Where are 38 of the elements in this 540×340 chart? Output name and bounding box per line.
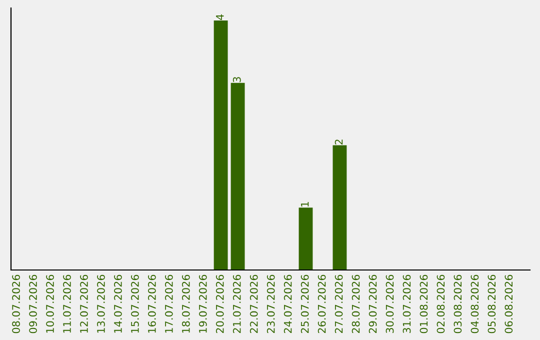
x-tick-label: 01.08.2026 — [420, 274, 428, 334]
x-tick-label: 13.07.2026 — [97, 274, 105, 333]
x-tick-label: 19.07.2026 — [198, 274, 207, 333]
x-tick-label: 31.07.2026 — [402, 274, 411, 334]
data-label: 2 — [334, 140, 343, 144]
bar — [214, 20, 228, 270]
x-tick-label: 12.07.2026 — [80, 274, 88, 333]
x-tick-label: 23.07.2026 — [266, 274, 275, 334]
x-tick-label: 22.07.2026 — [250, 274, 258, 334]
x-tick-label: 17.07.2026 — [164, 274, 173, 333]
data-label: 3 — [232, 77, 241, 82]
x-tick-label: 08.07.2026 — [12, 274, 20, 334]
x-tick-label: 02.08.2026 — [436, 274, 445, 334]
x-tick-label: 21.07.2026 — [232, 274, 241, 334]
x-tick-label: 25.07.2026 — [300, 274, 309, 334]
x-tick-label: 24.07.2026 — [284, 274, 292, 334]
bar — [332, 145, 347, 270]
x-tick-label: 16.07.2026 — [148, 274, 156, 333]
data-label: 1 — [301, 202, 309, 206]
x-tick-label: 10.07.2026 — [46, 274, 54, 333]
x-tick-label: 09.07.2026 — [29, 274, 37, 334]
x-tick-label: 04.08.2026 — [470, 274, 479, 334]
x-tick-label: 15.07.2026 — [131, 274, 139, 333]
x-tick-label: 26.07.2026 — [318, 274, 326, 334]
data-label: 4 — [216, 14, 224, 20]
bar — [230, 82, 245, 270]
x-tick-label: 20.07.2026 — [216, 274, 224, 334]
x-tick-label: 30.07.2026 — [386, 274, 394, 334]
x-tick-label: 11.07.2026 — [63, 274, 71, 333]
x-tick-label: 14.07.2026 — [114, 274, 122, 333]
x-tick-label: 28.07.2026 — [352, 274, 360, 334]
x-tick-label: 27.07.2026 — [334, 274, 343, 334]
x-tick-label: 05.08.2026 — [488, 274, 496, 334]
bar — [298, 208, 313, 270]
x-tick-label: 29.07.2026 — [368, 274, 377, 334]
x-tick-label: 06.08.2026 — [504, 274, 513, 334]
x-tick-label: 18.07.2026 — [182, 274, 190, 333]
x-tick-label: 03.08.2026 — [454, 274, 462, 334]
